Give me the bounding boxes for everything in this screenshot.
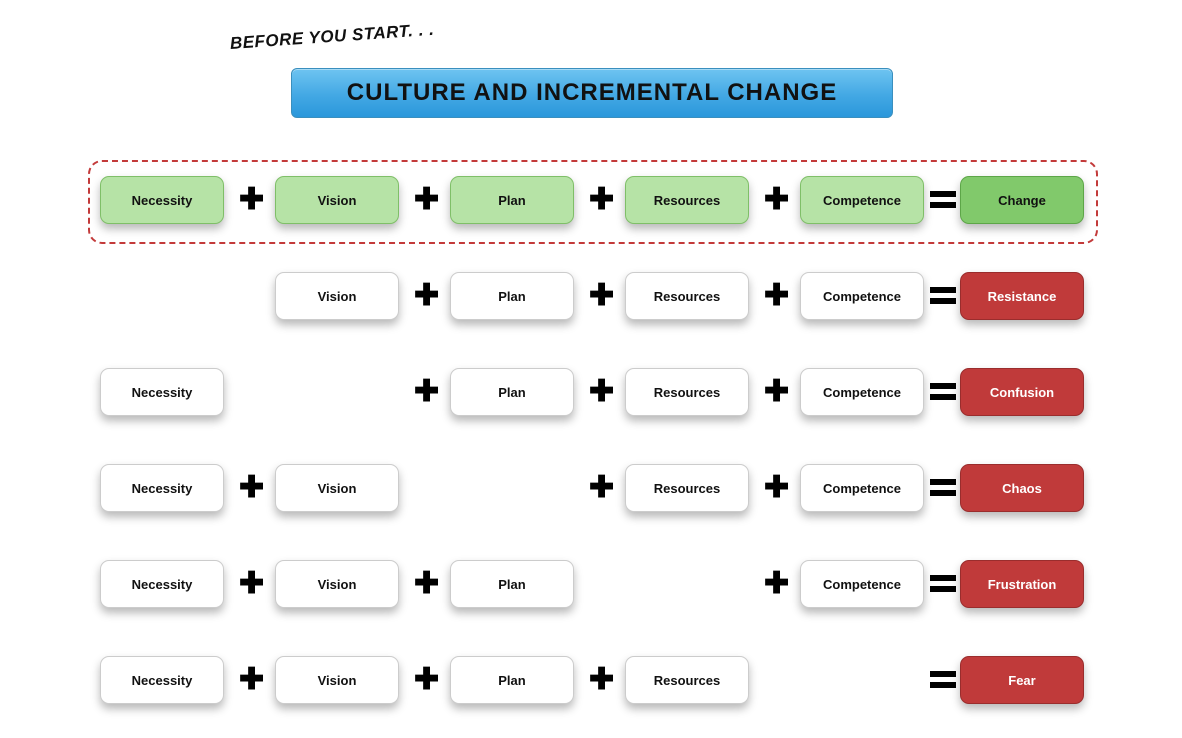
cell-result-row5: Fear [960,656,1084,704]
cell-plan-row4: Plan [450,560,574,608]
cell-plan-row5: Plan [450,656,574,704]
cell-resources-row0: Resources [625,176,749,224]
plus-operator: ✚ [764,572,788,596]
plus-operator: ✚ [239,572,263,596]
plus-operator: ✚ [589,380,613,404]
plus-operator: ✚ [589,476,613,500]
cell-competence-row2: Competence [800,368,924,416]
diagram-canvas: { "meta": { "type": "infographic", "widt… [0,0,1182,738]
plus-operator: ✚ [239,668,263,692]
equals-operator [930,287,956,305]
cell-resources-row1: Resources [625,272,749,320]
cell-necessity-row0: Necessity [100,176,224,224]
plus-operator: ✚ [414,284,438,308]
plus-operator: ✚ [414,668,438,692]
cell-vision-row4: Vision [275,560,399,608]
plus-operator: ✚ [764,188,788,212]
plus-operator: ✚ [589,284,613,308]
cell-vision-row0: Vision [275,176,399,224]
cell-competence-row4: Competence [800,560,924,608]
plus-operator: ✚ [239,476,263,500]
cell-plan-row1: Plan [450,272,574,320]
cell-result-row4: Frustration [960,560,1084,608]
cell-plan-row2: Plan [450,368,574,416]
cell-competence-row3: Competence [800,464,924,512]
equals-operator [930,191,956,209]
equals-operator [930,671,956,689]
plus-operator: ✚ [589,668,613,692]
cell-competence-row0: Competence [800,176,924,224]
cell-resources-row5: Resources [625,656,749,704]
equals-operator [930,575,956,593]
cell-resources-row2: Resources [625,368,749,416]
cell-vision-row5: Vision [275,656,399,704]
cell-result-row0: Change [960,176,1084,224]
cell-plan-row0: Plan [450,176,574,224]
plus-operator: ✚ [764,284,788,308]
cell-vision-row1: Vision [275,272,399,320]
plus-operator: ✚ [414,188,438,212]
plus-operator: ✚ [764,476,788,500]
equals-operator [930,383,956,401]
cell-resources-row3: Resources [625,464,749,512]
plus-operator: ✚ [414,380,438,404]
pretitle-text: BEFORE YOU START. . . [229,20,435,54]
cell-necessity-row4: Necessity [100,560,224,608]
cell-vision-row3: Vision [275,464,399,512]
plus-operator: ✚ [764,380,788,404]
cell-result-row1: Resistance [960,272,1084,320]
cell-result-row2: Confusion [960,368,1084,416]
cell-necessity-row3: Necessity [100,464,224,512]
plus-operator: ✚ [589,188,613,212]
cell-result-row3: Chaos [960,464,1084,512]
equals-operator [930,479,956,497]
plus-operator: ✚ [414,572,438,596]
plus-operator: ✚ [239,188,263,212]
cell-necessity-row2: Necessity [100,368,224,416]
cell-competence-row1: Competence [800,272,924,320]
title-bar: CULTURE AND INCREMENTAL CHANGE [291,68,893,118]
cell-necessity-row5: Necessity [100,656,224,704]
